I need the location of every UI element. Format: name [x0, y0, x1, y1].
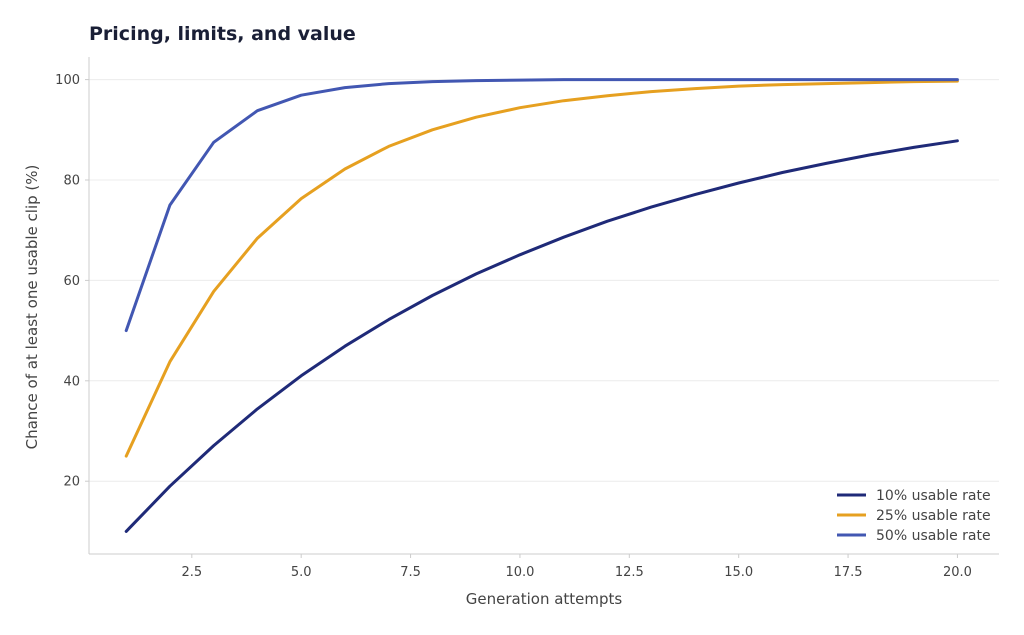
y-tick-label: 60 [63, 274, 80, 289]
y-axis-label: Chance of at least one usable clip (%) [23, 165, 41, 450]
y-tick-label: 80 [63, 173, 80, 188]
axes [88, 57, 999, 555]
x-tick-label: 2.5 [181, 565, 202, 580]
y-tick-label: 100 [55, 73, 80, 88]
x-tick-label: 10.0 [505, 565, 534, 580]
x-tick-label: 17.5 [834, 565, 863, 580]
series-line-1 [124, 139, 959, 533]
x-tick-label: 7.5 [400, 565, 421, 580]
legend-label: 25% usable rate [876, 508, 991, 524]
x-tick-labels: 2.5 5.0 7.5 10.0 12.5 15.0 17.5 20.0 [181, 554, 972, 580]
y-tick-label: 40 [63, 374, 80, 389]
y-tick-label: 20 [63, 475, 80, 490]
legend-label: 50% usable rate [876, 528, 991, 544]
series-line-3 [124, 78, 959, 333]
x-tick-label: 20.0 [943, 565, 972, 580]
series-line-2 [124, 79, 959, 458]
chart-title: Pricing, limits, and value [89, 23, 356, 45]
x-tick-label: 12.5 [615, 565, 644, 580]
legend-label: 10% usable rate [876, 488, 991, 504]
x-axis-label: Generation attempts [466, 590, 623, 608]
series-lines [124, 78, 959, 533]
x-tick-label: 15.0 [724, 565, 753, 580]
legend: 10% usable rate 25% usable rate 50% usable… [837, 488, 991, 544]
gridlines [89, 79, 999, 482]
x-tick-label: 5.0 [291, 565, 312, 580]
y-tick-labels: 20 40 60 80 100 [55, 73, 89, 490]
